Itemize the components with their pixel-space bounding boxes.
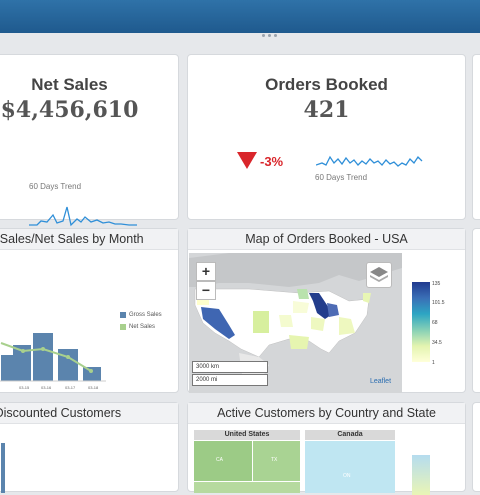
sparkline-chart: [29, 206, 137, 227]
treemap-color-scale: [412, 455, 430, 495]
panel-sales-by-month: Gross Sales/Net Sales by Month 03-15 03-…: [0, 228, 179, 393]
scale-tick: 68: [432, 320, 438, 326]
down-triangle-icon: [237, 152, 257, 169]
kpi-title: Orders Booked: [265, 75, 388, 94]
layers-icon[interactable]: [366, 262, 392, 288]
map-color-scale: [412, 282, 430, 362]
bar: [83, 367, 101, 381]
legend-net-sales[interactable]: Net Sales: [120, 324, 155, 330]
bar: [13, 345, 31, 381]
kpi-card-partial: [472, 54, 480, 220]
scale-km: 3000 km: [192, 361, 268, 373]
bar: [1, 443, 5, 493]
svg-text:03-17: 03-17: [65, 385, 76, 390]
bar-line-chart: 03-15 03-16 03-17 03-18: [0, 333, 106, 390]
treemap-header-canada: Canada: [305, 430, 395, 440]
svg-text:03-15: 03-15: [19, 385, 30, 390]
kpi-value: $4,456,610: [0, 97, 139, 123]
kpi-title: Net Sales: [31, 75, 108, 94]
panel-title: Top Discounted Customers: [0, 403, 178, 424]
kpi-card-orders-booked: Orders Booked 421 -3% 60 Days Trend: [187, 54, 466, 220]
treemap-cell-on[interactable]: ON: [305, 441, 395, 493]
treemap-cell-tx[interactable]: TX: [253, 441, 300, 481]
trend-label: 60 Days Trend: [315, 173, 368, 182]
panel-resize-handle[interactable]: [258, 34, 280, 40]
panel-title: Gross Sales/Net Sales by Month: [0, 229, 178, 250]
kpi-card-net-sales: Net Sales $4,456,610 60 Days Trend: [0, 54, 179, 227]
panel-title: Active Customers by Country and State: [188, 403, 465, 424]
sparkline-chart: [316, 155, 423, 167]
app-header-bar: [0, 0, 480, 33]
panel-map-orders: Map of Orders Booked - USA + − 3000 km 2…: [187, 228, 466, 393]
treemap-cell-row2[interactable]: [194, 482, 300, 493]
panel-partial-right-bottom: [472, 402, 480, 492]
scale-mi: 2000 mi: [192, 374, 268, 386]
zoom-out-button[interactable]: −: [196, 281, 216, 300]
treemap-header-us: United States: [194, 430, 300, 440]
panel-active-customers: Active Customers by Country and State Un…: [187, 402, 466, 495]
legend-gross-sales[interactable]: Gross Sales: [120, 312, 162, 318]
treemap-cell-ca[interactable]: CA: [194, 441, 252, 481]
panel-partial-right: [472, 228, 480, 393]
panel-discounted-customers: Top Discounted Customers: [0, 402, 179, 493]
scale-tick: 101.5: [432, 300, 445, 306]
bar: [1, 355, 13, 381]
zoom-in-button[interactable]: +: [196, 262, 216, 281]
scale-tick: 34.5: [432, 340, 442, 346]
leaflet-attribution-link[interactable]: Leaflet: [370, 378, 392, 385]
layers-icon-graphic: [370, 267, 388, 282]
kpi-value: 421: [303, 97, 350, 123]
bar: [33, 333, 53, 381]
change-percent: -3%: [260, 154, 284, 169]
scale-tick: 1: [432, 360, 435, 366]
panel-title: Map of Orders Booked - USA: [188, 229, 465, 250]
svg-text:03-16: 03-16: [41, 385, 52, 390]
trend-label: 60 Days Trend: [29, 182, 82, 191]
bar: [58, 349, 78, 381]
scale-tick: 135: [432, 281, 441, 287]
svg-text:03-18: 03-18: [88, 385, 99, 390]
